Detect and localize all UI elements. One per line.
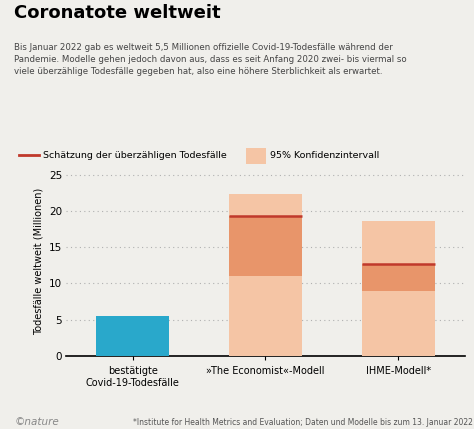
Text: Bis Januar 2022 gab es weltweit 5,5 Millionen offizielle Covid-19-Todesfälle wäh: Bis Januar 2022 gab es weltweit 5,5 Mill…	[14, 43, 407, 76]
Bar	[229, 276, 302, 356]
Bar	[362, 264, 435, 291]
Bar	[229, 194, 302, 216]
Bar	[96, 316, 169, 356]
Bar	[362, 291, 435, 356]
Bar	[362, 221, 435, 264]
Bar	[229, 216, 302, 276]
Text: *Institute for Health Metrics and Evaluation; Daten und Modelle bis zum 13. Janu: *Institute for Health Metrics and Evalua…	[133, 418, 473, 427]
Text: ©nature: ©nature	[14, 417, 59, 427]
Text: 95% Konfidenzintervall: 95% Konfidenzintervall	[270, 151, 380, 160]
Y-axis label: Todesfälle weltweit (Millionen): Todesfälle weltweit (Millionen)	[33, 188, 44, 335]
Text: Schätzung der überzähligen Todesfälle: Schätzung der überzähligen Todesfälle	[43, 151, 227, 160]
FancyBboxPatch shape	[246, 148, 266, 164]
Text: Coronatote weltweit: Coronatote weltweit	[14, 4, 221, 22]
